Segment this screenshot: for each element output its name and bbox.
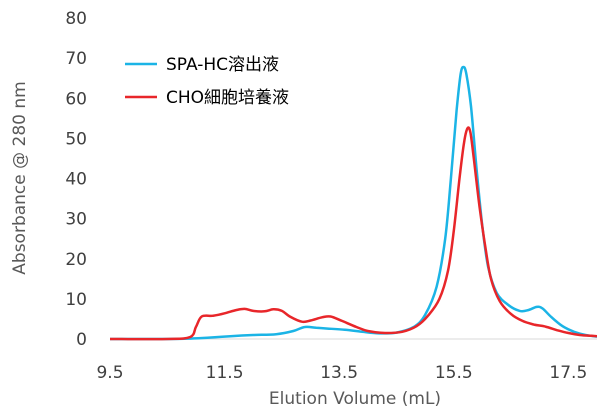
y-tick-label: 50	[65, 129, 87, 149]
y-tick-label: 80	[65, 9, 87, 29]
y-axis-title: Absorbance @ 280 nm	[10, 81, 30, 274]
x-tick-label: 13.5	[320, 363, 358, 383]
plot-area	[109, 65, 597, 341]
y-axis-ticks: 0 10 20 30 40 50 60 70 80	[65, 9, 87, 350]
x-tick-label: 17.5	[549, 363, 587, 383]
y-tick-label: 30	[65, 210, 87, 230]
y-tick-label: 60	[65, 89, 87, 109]
x-tick-label: 15.5	[435, 363, 473, 383]
x-axis-title: Elution Volume (mL)	[269, 389, 441, 409]
x-axis-ticks: 9.5 11.5 13.5 15.5 17.5	[96, 363, 587, 383]
y-tick-label: 20	[65, 250, 87, 270]
y-tick-label: 0	[76, 330, 87, 350]
y-tick-label: 70	[65, 49, 87, 69]
legend-label-cho: CHO細胞培養液	[166, 88, 289, 108]
series-line-0	[109, 65, 597, 341]
series-line-1	[109, 126, 597, 341]
y-tick-label: 10	[65, 290, 87, 310]
legend-label-spa-hc: SPA-HC溶出液	[166, 55, 279, 75]
x-tick-label: 11.5	[206, 363, 244, 383]
y-tick-label: 40	[65, 170, 87, 190]
legend: SPA-HC溶出液 CHO細胞培養液	[125, 55, 289, 108]
series-layer	[109, 65, 597, 341]
x-tick-label: 9.5	[96, 363, 123, 383]
